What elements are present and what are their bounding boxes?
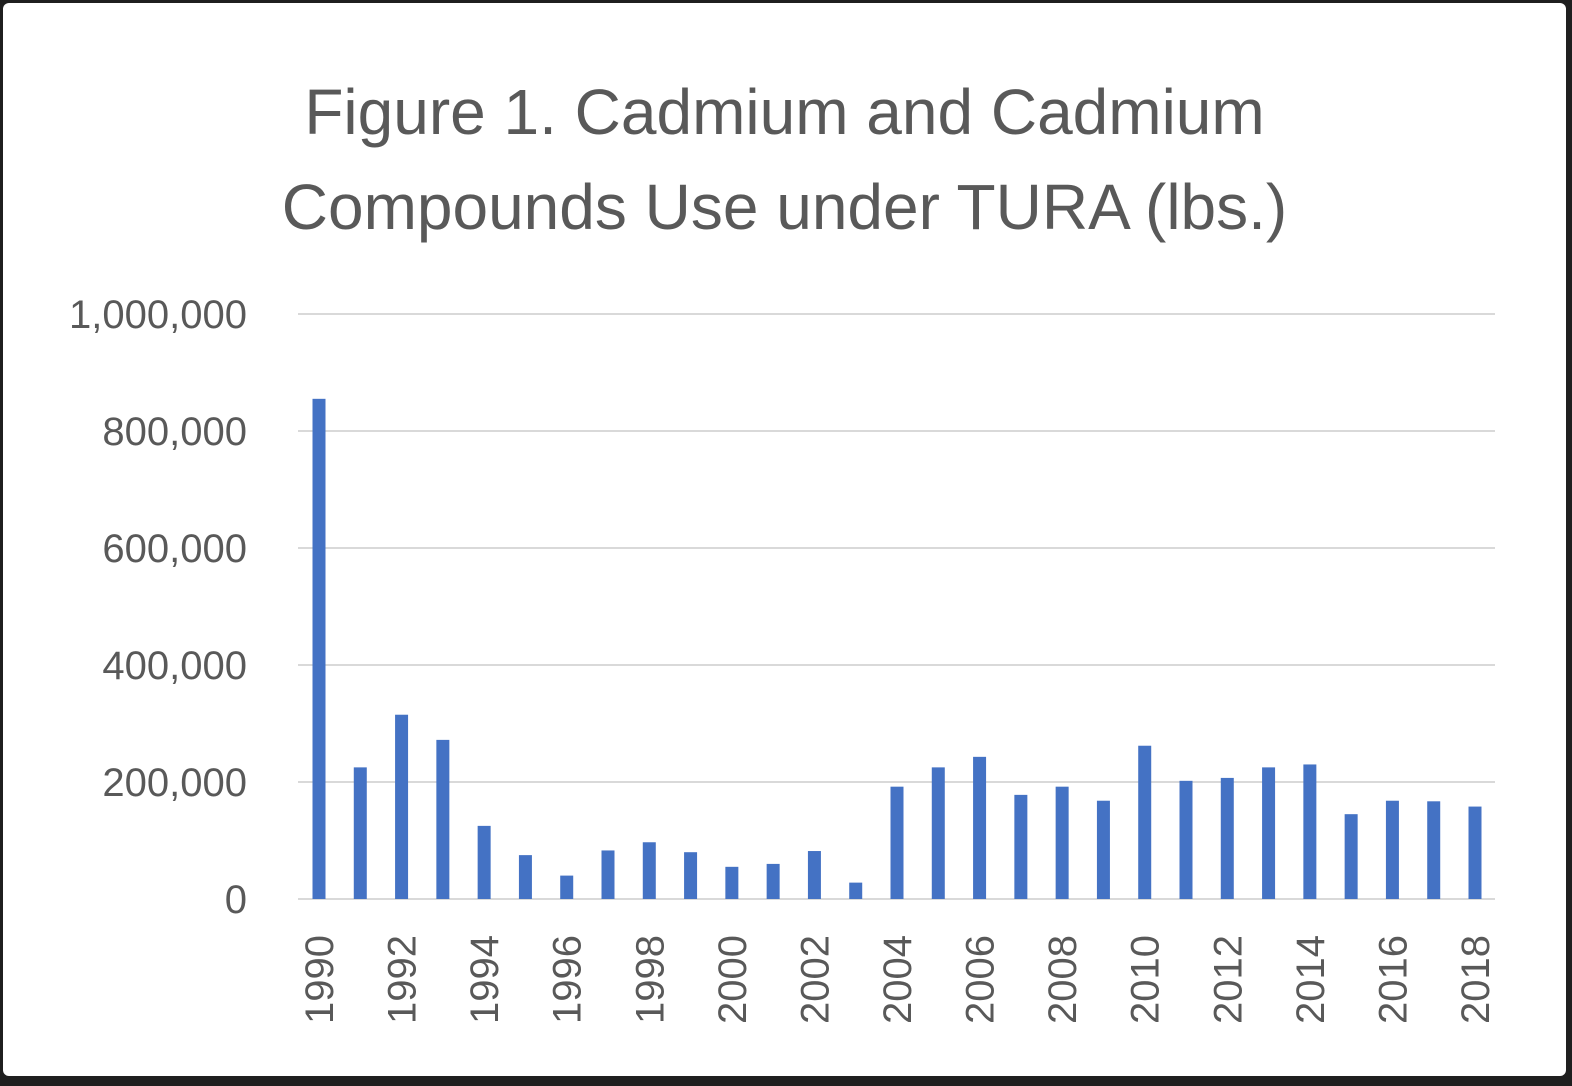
bar-2011 (1179, 780, 1193, 899)
bars (312, 398, 1482, 899)
bar-1996 (560, 875, 574, 899)
chart-title-line-2: Compounds Use under TURA (lbs.) (281, 171, 1288, 243)
bar-1993 (436, 739, 450, 899)
y-tick-label: 200,000 (102, 761, 247, 805)
x-tick-label: 1990 (298, 935, 342, 1024)
bar-1990 (312, 398, 326, 899)
x-tick-label: 2014 (1289, 935, 1333, 1024)
chart-frame: Figure 1. Cadmium and Cadmium Compounds … (3, 3, 1566, 1076)
x-axis-ticks: 1990 1992 1994 1996 1998 2000 2002 2004 2006 2008… (298, 935, 1498, 1024)
bar-2016 (1385, 800, 1399, 899)
y-tick-label: 400,000 (102, 644, 247, 688)
chart-title: Figure 1. Cadmium and Cadmium Compounds … (3, 65, 1566, 255)
bar-2012 (1220, 777, 1234, 899)
bar-1999 (684, 852, 698, 899)
x-tick-label: 2004 (876, 935, 920, 1024)
y-tick-label: 1,000,000 (69, 293, 247, 337)
x-tick-label: 2016 (1371, 935, 1415, 1024)
bar-1997 (601, 850, 615, 899)
chart-plot: 0 200,000 400,000 600,000 800,000 1,000,000 1… (69, 293, 1498, 1024)
x-tick-label: 1996 (546, 935, 590, 1024)
bar-2017 (1427, 801, 1441, 899)
bar-2008 (1055, 786, 1069, 899)
x-tick-label: 2002 (793, 935, 837, 1024)
bar-1994 (477, 825, 491, 899)
x-tick-label: 2018 (1454, 935, 1498, 1024)
bar-2007 (1014, 794, 1028, 899)
bar-2014 (1303, 764, 1317, 899)
x-tick-label: 1992 (381, 935, 425, 1024)
bar-2002 (807, 851, 821, 899)
x-tick-label: 2006 (959, 935, 1003, 1024)
y-tick-label: 800,000 (102, 410, 247, 454)
bar-1992 (395, 714, 409, 899)
y-tick-label: 600,000 (102, 527, 247, 571)
bar-2010 (1138, 745, 1152, 899)
x-tick-label: 2000 (711, 935, 755, 1024)
bar-1991 (353, 767, 367, 899)
bar-1998 (642, 842, 656, 899)
x-tick-label: 2008 (1041, 935, 1085, 1024)
bar-2013 (1262, 767, 1276, 899)
bar-2018 (1468, 806, 1482, 899)
bar-2006 (973, 756, 987, 899)
bar-2003 (849, 882, 863, 899)
x-tick-label: 2012 (1206, 935, 1250, 1024)
bar-2015 (1344, 814, 1358, 899)
bar-2009 (1096, 800, 1110, 899)
chart-title-line-1: Figure 1. Cadmium and Cadmium (304, 76, 1265, 148)
x-tick-label: 2010 (1124, 935, 1168, 1024)
bar-2005 (931, 767, 945, 899)
bar-2000 (725, 866, 739, 899)
y-tick-label: 0 (225, 878, 247, 922)
x-tick-label: 1994 (463, 935, 507, 1024)
bar-2001 (766, 863, 780, 899)
y-axis-ticks: 0 200,000 400,000 600,000 800,000 1,000,000 (69, 293, 247, 922)
bar-2004 (890, 786, 904, 899)
x-tick-label: 1998 (628, 935, 672, 1024)
bar-1995 (518, 855, 532, 899)
